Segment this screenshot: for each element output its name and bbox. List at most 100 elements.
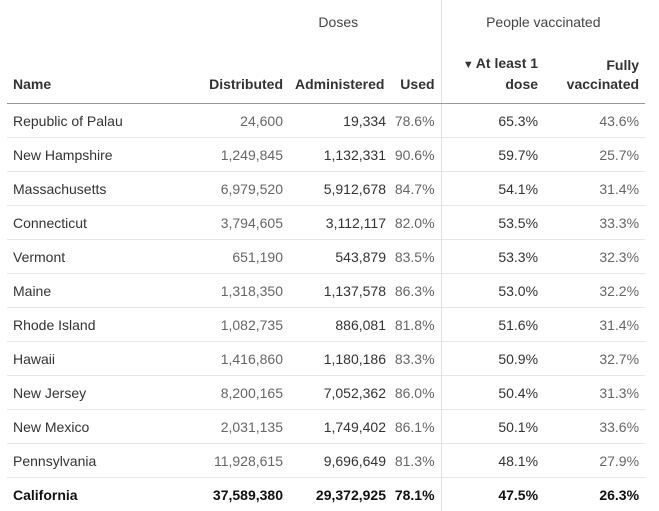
cell-one: 59.7% bbox=[441, 138, 544, 172]
header-administered[interactable]: Administered bbox=[289, 44, 389, 104]
cell-name: Maine bbox=[7, 274, 196, 308]
column-header-row: Name Distributed Administered Used ▼At l… bbox=[7, 44, 645, 104]
cell-full: 26.3% bbox=[544, 478, 645, 511]
header-distributed[interactable]: Distributed bbox=[196, 44, 289, 104]
cell-one: 47.5% bbox=[441, 478, 544, 511]
cell-adm: 543,879 bbox=[289, 240, 389, 274]
cell-name: New Jersey bbox=[7, 376, 196, 410]
cell-one: 50.1% bbox=[441, 410, 544, 444]
header-name[interactable]: Name bbox=[7, 44, 196, 104]
cell-full: 32.2% bbox=[544, 274, 645, 308]
cell-full: 33.3% bbox=[544, 206, 645, 240]
cell-adm: 3,112,117 bbox=[289, 206, 389, 240]
cell-used: 90.6% bbox=[389, 138, 441, 172]
vaccination-table-container: Doses People vaccinated Name Distributed… bbox=[0, 0, 659, 497]
cell-name: New Mexico bbox=[7, 410, 196, 444]
cell-dist: 2,031,135 bbox=[196, 410, 289, 444]
cell-used: 84.7% bbox=[389, 172, 441, 206]
header-at-least-one-line1: At least 1 bbox=[476, 55, 538, 71]
cell-full: 31.4% bbox=[544, 308, 645, 342]
cell-adm: 1,180,186 bbox=[289, 342, 389, 376]
cell-name: New Hampshire bbox=[7, 138, 196, 172]
vaccination-table: Doses People vaccinated Name Distributed… bbox=[7, 0, 645, 511]
cell-one: 65.3% bbox=[441, 104, 544, 138]
cell-one: 48.1% bbox=[441, 444, 544, 478]
cell-name: Republic of Palau bbox=[7, 104, 196, 138]
cell-adm: 9,696,649 bbox=[289, 444, 389, 478]
cell-adm: 1,137,578 bbox=[289, 274, 389, 308]
cell-adm: 1,749,402 bbox=[289, 410, 389, 444]
cell-adm: 5,912,678 bbox=[289, 172, 389, 206]
cell-used: 82.0% bbox=[389, 206, 441, 240]
cell-name: Rhode Island bbox=[7, 308, 196, 342]
cell-used: 78.1% bbox=[389, 478, 441, 511]
cell-used: 86.3% bbox=[389, 274, 441, 308]
cell-dist: 8,200,165 bbox=[196, 376, 289, 410]
cell-dist: 3,794,605 bbox=[196, 206, 289, 240]
cell-used: 81.8% bbox=[389, 308, 441, 342]
cell-one: 53.3% bbox=[441, 240, 544, 274]
header-used[interactable]: Used bbox=[389, 44, 441, 104]
cell-adm: 29,372,925 bbox=[289, 478, 389, 511]
cell-adm: 7,052,362 bbox=[289, 376, 389, 410]
cell-full: 32.7% bbox=[544, 342, 645, 376]
cell-dist: 11,928,615 bbox=[196, 444, 289, 478]
cell-one: 53.0% bbox=[441, 274, 544, 308]
cell-dist: 1,318,350 bbox=[196, 274, 289, 308]
cell-name: Vermont bbox=[7, 240, 196, 274]
cell-name: Massachusetts bbox=[7, 172, 196, 206]
header-fully-vaccinated[interactable]: Fully vaccinated bbox=[544, 44, 645, 104]
cell-dist: 6,979,520 bbox=[196, 172, 289, 206]
cell-dist: 1,082,735 bbox=[196, 308, 289, 342]
cell-dist: 37,589,380 bbox=[196, 478, 289, 511]
cell-full: 31.4% bbox=[544, 172, 645, 206]
group-header-people-vaccinated: People vaccinated bbox=[441, 0, 645, 44]
cell-name: Pennsylvania bbox=[7, 444, 196, 478]
cell-used: 78.6% bbox=[389, 104, 441, 138]
cell-adm: 886,081 bbox=[289, 308, 389, 342]
header-at-least-one-dose[interactable]: ▼At least 1 dose bbox=[441, 44, 544, 104]
cell-one: 53.5% bbox=[441, 206, 544, 240]
header-fully-line1: Fully bbox=[606, 57, 639, 73]
cell-name: Hawaii bbox=[7, 342, 196, 376]
group-header-doses: Doses bbox=[196, 0, 441, 44]
cell-dist: 1,249,845 bbox=[196, 138, 289, 172]
cell-used: 83.5% bbox=[389, 240, 441, 274]
cell-name: California bbox=[7, 478, 196, 511]
cell-used: 86.1% bbox=[389, 410, 441, 444]
cell-dist: 24,600 bbox=[196, 104, 289, 138]
cell-full: 32.3% bbox=[544, 240, 645, 274]
cell-one: 54.1% bbox=[441, 172, 544, 206]
cell-dist: 651,190 bbox=[196, 240, 289, 274]
cell-adm: 1,132,331 bbox=[289, 138, 389, 172]
cell-full: 33.6% bbox=[544, 410, 645, 444]
cell-full: 43.6% bbox=[544, 104, 645, 138]
header-at-least-one-line2: dose bbox=[505, 76, 538, 92]
cell-full: 31.3% bbox=[544, 376, 645, 410]
cell-adm: 19,334 bbox=[289, 104, 389, 138]
column-group-row: Doses People vaccinated bbox=[7, 0, 645, 44]
cell-used: 83.3% bbox=[389, 342, 441, 376]
cell-full: 27.9% bbox=[544, 444, 645, 478]
cell-used: 86.0% bbox=[389, 376, 441, 410]
cell-one: 51.6% bbox=[441, 308, 544, 342]
cell-one: 50.9% bbox=[441, 342, 544, 376]
sort-descending-icon: ▼ bbox=[463, 59, 474, 71]
cell-one: 50.4% bbox=[441, 376, 544, 410]
cell-full: 25.7% bbox=[544, 138, 645, 172]
group-spacer bbox=[7, 0, 196, 44]
header-fully-line2: vaccinated bbox=[567, 76, 639, 92]
cell-dist: 1,416,860 bbox=[196, 342, 289, 376]
